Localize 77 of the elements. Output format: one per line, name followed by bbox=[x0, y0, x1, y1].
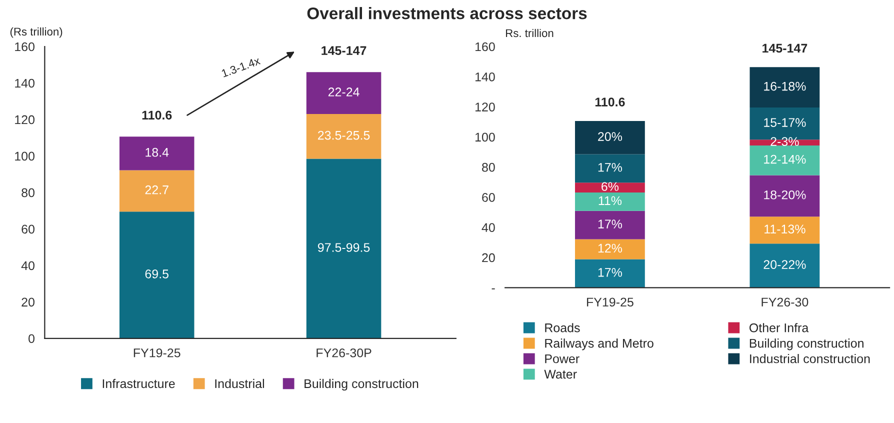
bar bbox=[306, 114, 382, 159]
data-label: 18.4 bbox=[146, 148, 169, 157]
x-tick-label: FY19-25 bbox=[134, 348, 180, 358]
bar bbox=[575, 239, 645, 260]
bar bbox=[750, 244, 820, 288]
y-tick-label: 120 bbox=[475, 102, 495, 112]
annotation: 23.5-25.5 bbox=[318, 130, 370, 140]
annotation: 17% bbox=[598, 163, 622, 172]
y-tick-label: 100 bbox=[15, 152, 34, 161]
y-tick-label: 100 bbox=[475, 132, 495, 142]
bar bbox=[119, 212, 194, 338]
y-tick-label: 20 bbox=[22, 298, 34, 307]
bar bbox=[119, 136, 194, 170]
y-tick-label: 60 bbox=[482, 193, 495, 202]
legend-label: Industrial construction bbox=[750, 354, 870, 364]
annotation: 17% bbox=[598, 220, 622, 228]
y-tick-label: 160 bbox=[475, 42, 495, 52]
y-tick-label: 40 bbox=[21, 261, 34, 270]
x-tick-label: FY26-30P bbox=[316, 348, 372, 358]
bar bbox=[306, 158, 382, 338]
y-tick-label: 160 bbox=[15, 42, 34, 52]
y-tick-label: 40 bbox=[482, 223, 495, 232]
y-tick-label: 0 bbox=[28, 334, 34, 344]
bar bbox=[575, 259, 645, 288]
annotation: 15-17% bbox=[764, 118, 806, 127]
bar bbox=[750, 67, 820, 108]
legend-label: Infrastructure bbox=[102, 378, 175, 388]
y-axis-title: Rs. trillion bbox=[506, 28, 554, 38]
bar bbox=[575, 182, 645, 193]
legend-label: Water bbox=[544, 370, 577, 379]
bar bbox=[119, 170, 194, 212]
annotation: 16-18% bbox=[764, 82, 806, 91]
annotation: 11-13% bbox=[764, 224, 806, 234]
y-axis-title: (Rs trillion) bbox=[10, 27, 62, 38]
total-label: 110.6 bbox=[142, 110, 172, 120]
legend-label: Railways and Metro bbox=[545, 338, 654, 350]
x-tick-label: FY26-30 bbox=[762, 298, 808, 307]
y-tick-label: 120 bbox=[15, 115, 34, 124]
bar bbox=[575, 210, 645, 240]
annotation: 20-22% bbox=[764, 260, 806, 269]
y-tick-label: - bbox=[492, 288, 495, 290]
legend-label: Roads bbox=[545, 323, 580, 332]
chart-title: Overall investments across sectors bbox=[307, 7, 587, 20]
bar bbox=[750, 175, 820, 217]
total-label: 110.6 bbox=[595, 98, 625, 106]
legend-label: Power bbox=[545, 354, 580, 364]
bar bbox=[575, 154, 645, 183]
total-label: 145-147 bbox=[762, 44, 808, 53]
annotation: 11% bbox=[598, 196, 622, 206]
annotation: 20% bbox=[598, 132, 622, 141]
y-tick-label: 140 bbox=[475, 72, 495, 82]
y-tick-label: 20 bbox=[482, 253, 495, 262]
total-label: 145-147 bbox=[322, 46, 366, 56]
data-label: 69.5 bbox=[145, 270, 168, 278]
y-tick-label: 60 bbox=[22, 224, 34, 234]
bar bbox=[750, 146, 820, 176]
annotation: 22-24 bbox=[328, 88, 360, 96]
annotation: 97.5-99.5 bbox=[318, 243, 370, 252]
x-tick-label: FY19-25 bbox=[587, 298, 634, 307]
y-tick-label: 140 bbox=[15, 78, 34, 88]
bar bbox=[575, 120, 645, 154]
annotation: 12-14% bbox=[764, 154, 806, 164]
data-label: 22.7 bbox=[145, 185, 168, 194]
bar bbox=[575, 192, 645, 211]
annotation: 17% bbox=[598, 268, 622, 277]
annotation: 2-3% bbox=[770, 137, 799, 146]
legend-label: Building construction bbox=[750, 338, 864, 350]
legend-label: Building construction bbox=[304, 378, 418, 391]
legend-label: Other Infra bbox=[750, 323, 809, 332]
legend-label: Industrial bbox=[215, 378, 264, 388]
bar bbox=[750, 216, 820, 244]
y-tick-label: 80 bbox=[22, 188, 34, 198]
annotation: 6% bbox=[602, 182, 619, 191]
bar bbox=[306, 72, 382, 114]
y-tick-label: 80 bbox=[482, 162, 495, 172]
annotation: 12% bbox=[598, 244, 622, 253]
annotation: 18-20% bbox=[764, 190, 806, 200]
